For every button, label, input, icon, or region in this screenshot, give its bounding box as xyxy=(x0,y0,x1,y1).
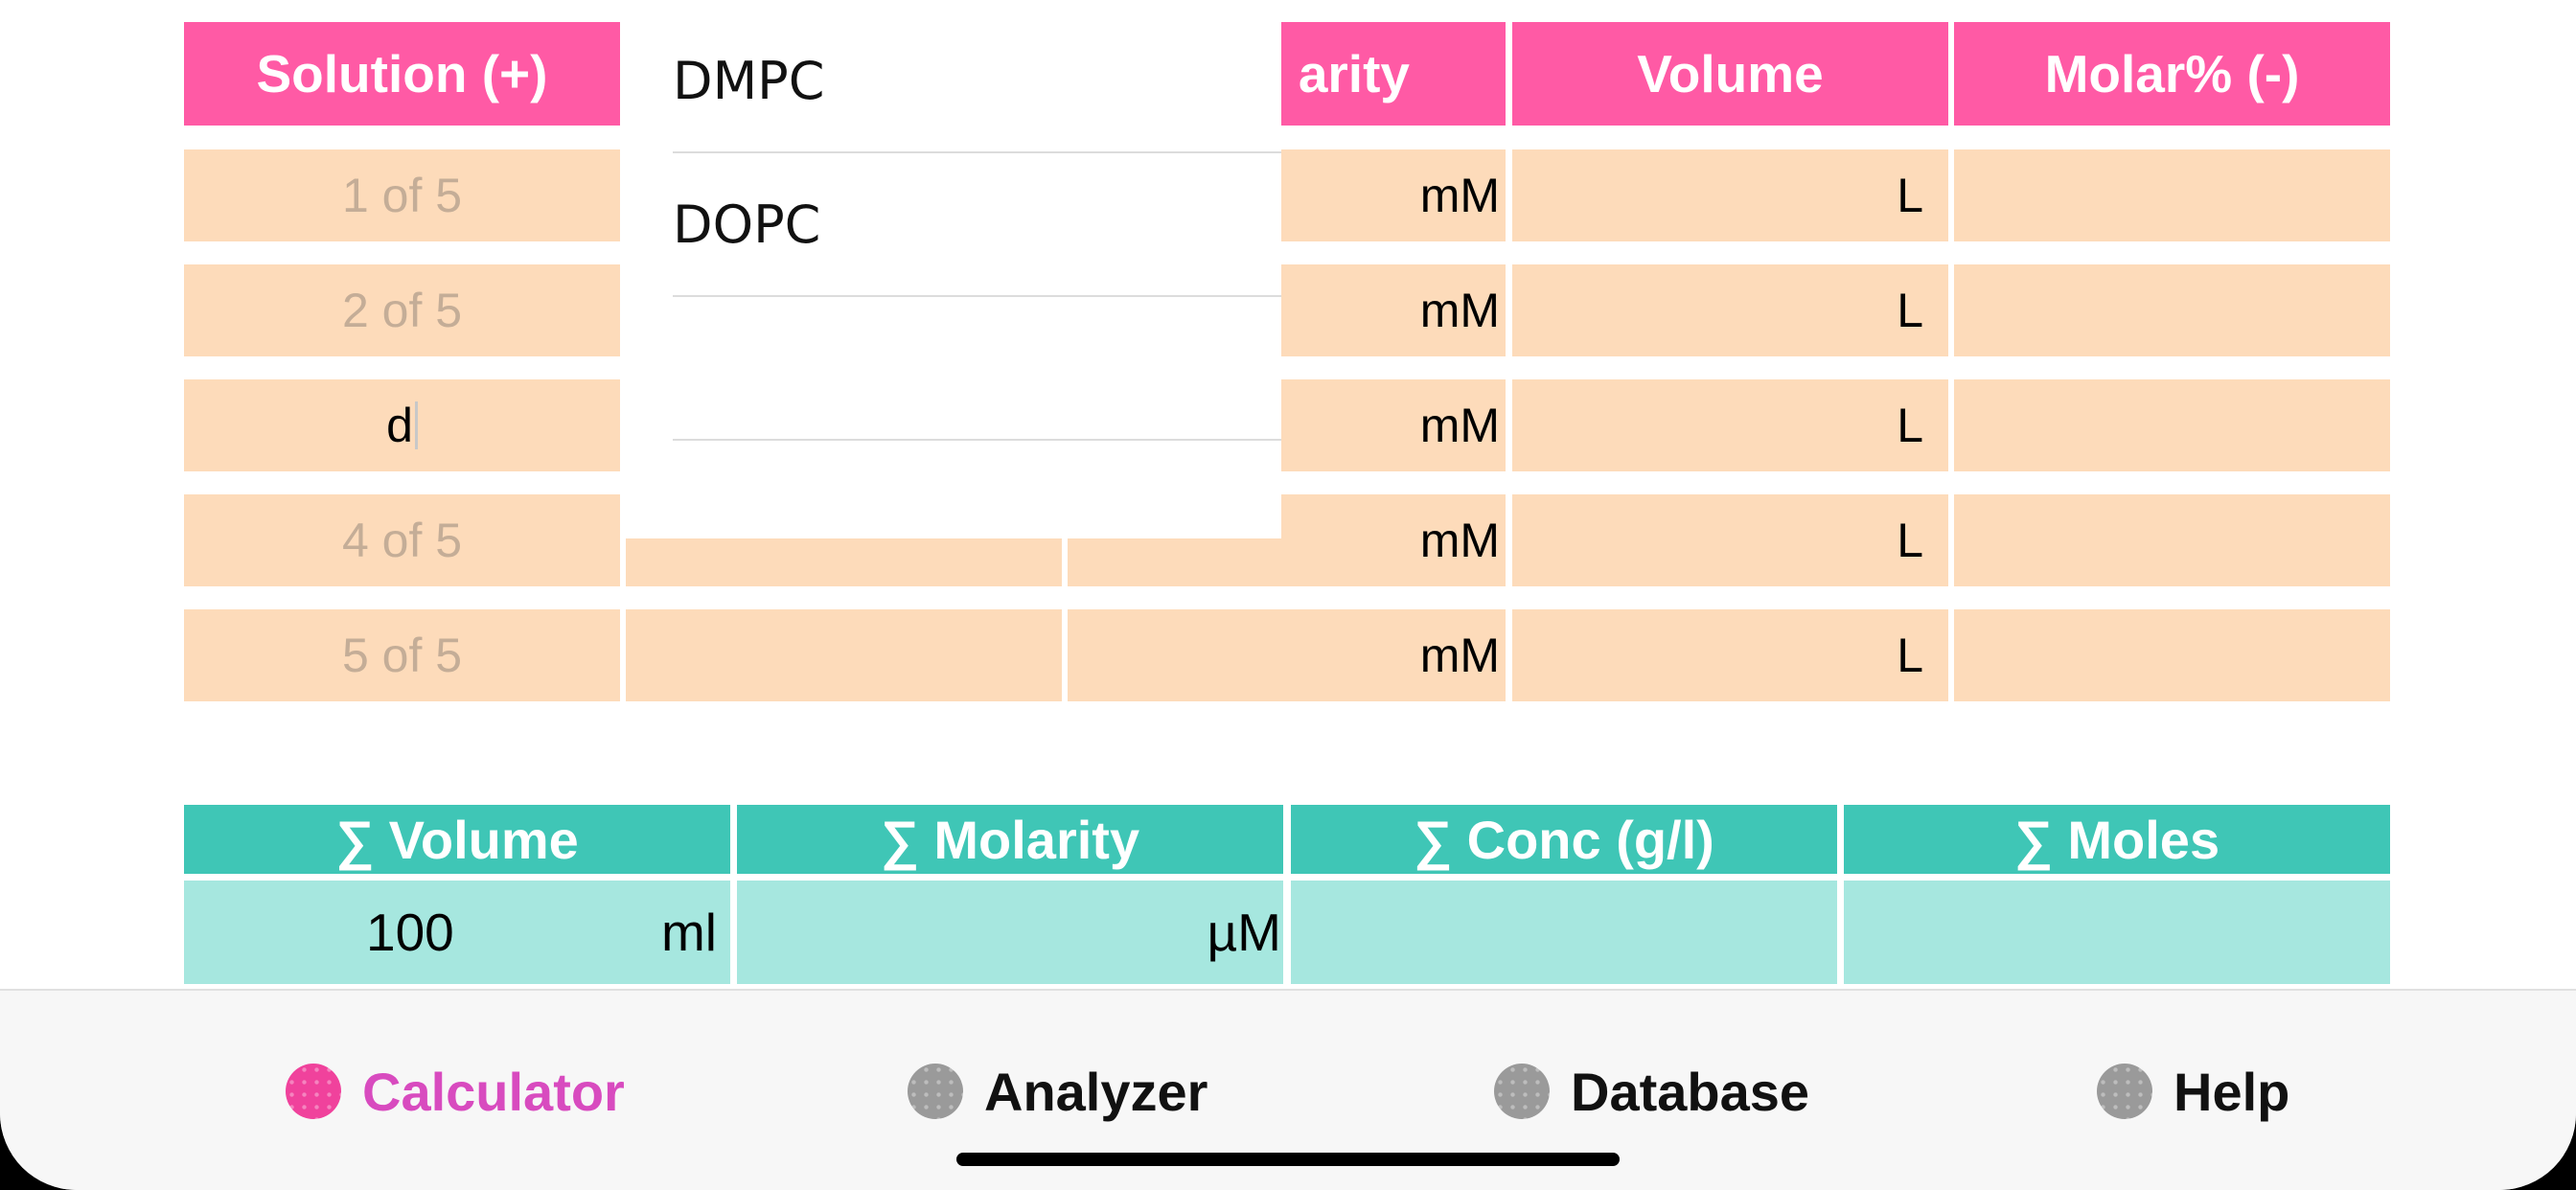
tab-database[interactable]: Database xyxy=(1494,1029,1809,1154)
help-icon xyxy=(2097,1064,2152,1119)
tab-analyzer-label: Analyzer xyxy=(984,1061,1208,1122)
tab-calculator-label: Calculator xyxy=(362,1061,625,1122)
solution-input-2[interactable]: 2 of 5 xyxy=(184,264,620,356)
summary-header-conc: ∑ Conc (g/l) xyxy=(1291,805,1837,874)
molarity-unit: mM xyxy=(1419,399,1500,452)
molarity-unit: mM xyxy=(1419,169,1500,222)
autocomplete-dropdown: DMPC DOPC xyxy=(622,0,1281,538)
volume-input-1[interactable]: L xyxy=(1512,149,1948,241)
dropdown-option-dmpc[interactable]: DMPC xyxy=(673,10,1281,153)
header-solution: Solution (+) xyxy=(184,22,620,126)
tab-help-label: Help xyxy=(2174,1061,2290,1122)
volume-input-4[interactable]: L xyxy=(1512,494,1948,586)
solution-input-4[interactable]: 4 of 5 xyxy=(184,494,620,586)
molecule-input-5[interactable] xyxy=(626,609,1062,701)
summary-volume-field[interactable]: 100 ml xyxy=(184,881,730,984)
solution-input-5[interactable]: 5 of 5 xyxy=(184,609,620,701)
header-volume: Volume xyxy=(1512,22,1948,126)
volume-unit: L xyxy=(1897,169,1923,222)
molar-percent-5[interactable] xyxy=(1954,609,2390,701)
solution-input-3-text: d xyxy=(386,399,413,452)
summary-conc-field[interactable] xyxy=(1291,881,1837,984)
tab-analyzer[interactable]: Analyzer xyxy=(908,1029,1208,1154)
summary-header-molarity: ∑ Molarity xyxy=(737,805,1283,874)
analyzer-icon xyxy=(908,1064,963,1119)
tab-database-label: Database xyxy=(1571,1061,1810,1122)
solution-input-1[interactable]: 1 of 5 xyxy=(184,149,620,241)
summary-volume-unit: ml xyxy=(660,903,717,962)
tab-calculator[interactable]: Calculator xyxy=(286,1029,625,1154)
volume-input-3[interactable]: L xyxy=(1512,379,1948,471)
molarity-unit: mM xyxy=(1419,284,1500,337)
text-caret xyxy=(414,401,418,449)
molar-percent-1[interactable] xyxy=(1954,149,2390,241)
calculator-icon xyxy=(286,1064,341,1119)
volume-unit: L xyxy=(1897,399,1923,452)
volume-input-2[interactable]: L xyxy=(1512,264,1948,356)
header-molar-percent: Molar% (-) xyxy=(1954,22,2390,126)
dropdown-option-empty[interactable] xyxy=(673,441,1281,584)
home-indicator xyxy=(956,1153,1620,1166)
solution-input-3[interactable]: d xyxy=(184,379,620,471)
dropdown-option-dopc[interactable]: DOPC xyxy=(673,153,1281,297)
summary-volume-value: 100 xyxy=(366,903,454,962)
summary-moles-field[interactable] xyxy=(1844,881,2390,984)
molarity-unit: mM xyxy=(1419,514,1500,567)
summary-molarity-field[interactable]: µM xyxy=(737,881,1283,984)
dropdown-option-empty[interactable] xyxy=(673,297,1281,441)
volume-unit: L xyxy=(1897,284,1923,337)
summary-molarity-unit: µM xyxy=(1207,903,1281,962)
volume-input-5[interactable]: L xyxy=(1512,609,1948,701)
molarity-unit: mM xyxy=(1419,629,1500,682)
volume-unit: L xyxy=(1897,629,1923,682)
summary-header-volume: ∑ Volume xyxy=(184,805,730,874)
molarity-input-5[interactable]: mM xyxy=(1068,609,1506,701)
summary-header-moles: ∑ Moles xyxy=(1844,805,2390,874)
volume-unit: L xyxy=(1897,514,1923,567)
molar-percent-2[interactable] xyxy=(1954,264,2390,356)
database-icon xyxy=(1494,1064,1550,1119)
tab-help[interactable]: Help xyxy=(2097,1029,2289,1154)
molar-percent-3[interactable] xyxy=(1954,379,2390,471)
molar-percent-4[interactable] xyxy=(1954,494,2390,586)
